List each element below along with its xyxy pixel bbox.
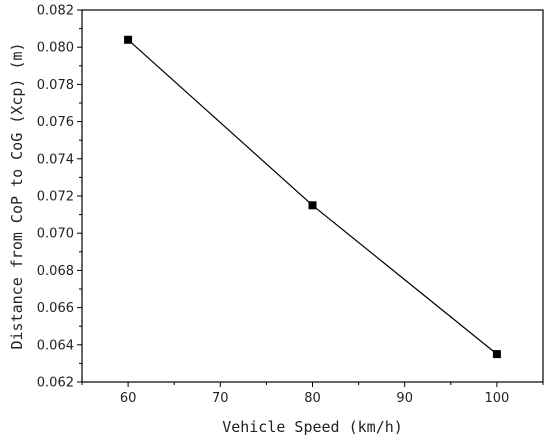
y-tick-label: 0.062	[37, 376, 74, 391]
y-tick-label: 0.074	[37, 152, 74, 167]
y-tick-label: 0.066	[37, 301, 74, 316]
y-tick-label: 0.076	[37, 115, 74, 130]
x-tick-label: 100	[484, 391, 509, 406]
y-tick-label: 0.082	[37, 4, 74, 19]
y-tick-label: 0.072	[37, 190, 74, 205]
x-axis-title: Vehicle Speed (km/h)	[222, 418, 403, 436]
series-line	[127, 39, 498, 355]
x-tick-label: 70	[212, 391, 229, 406]
plot-frame	[81, 9, 544, 383]
y-axis-title: Distance from CoP to CoG (Xcp) (m)	[8, 42, 26, 349]
x-tick-label: 90	[396, 391, 413, 406]
y-tick-label: 0.070	[37, 227, 74, 242]
x-tick-label: 60	[120, 391, 137, 406]
y-tick-label: 0.080	[37, 41, 74, 56]
y-tick-label: 0.068	[37, 264, 74, 279]
data-point	[492, 350, 501, 359]
data-point	[124, 35, 133, 44]
y-tick-label: 0.064	[37, 338, 74, 353]
data-point	[308, 201, 317, 210]
ticks-layer: 60 70 80 90 100 0.062 0.064 0.066 0.068 0.070 0.07…	[37, 4, 544, 406]
x-tick-label: 80	[304, 391, 321, 406]
series-layer	[124, 35, 501, 359]
y-tick-label: 0.078	[37, 78, 74, 93]
